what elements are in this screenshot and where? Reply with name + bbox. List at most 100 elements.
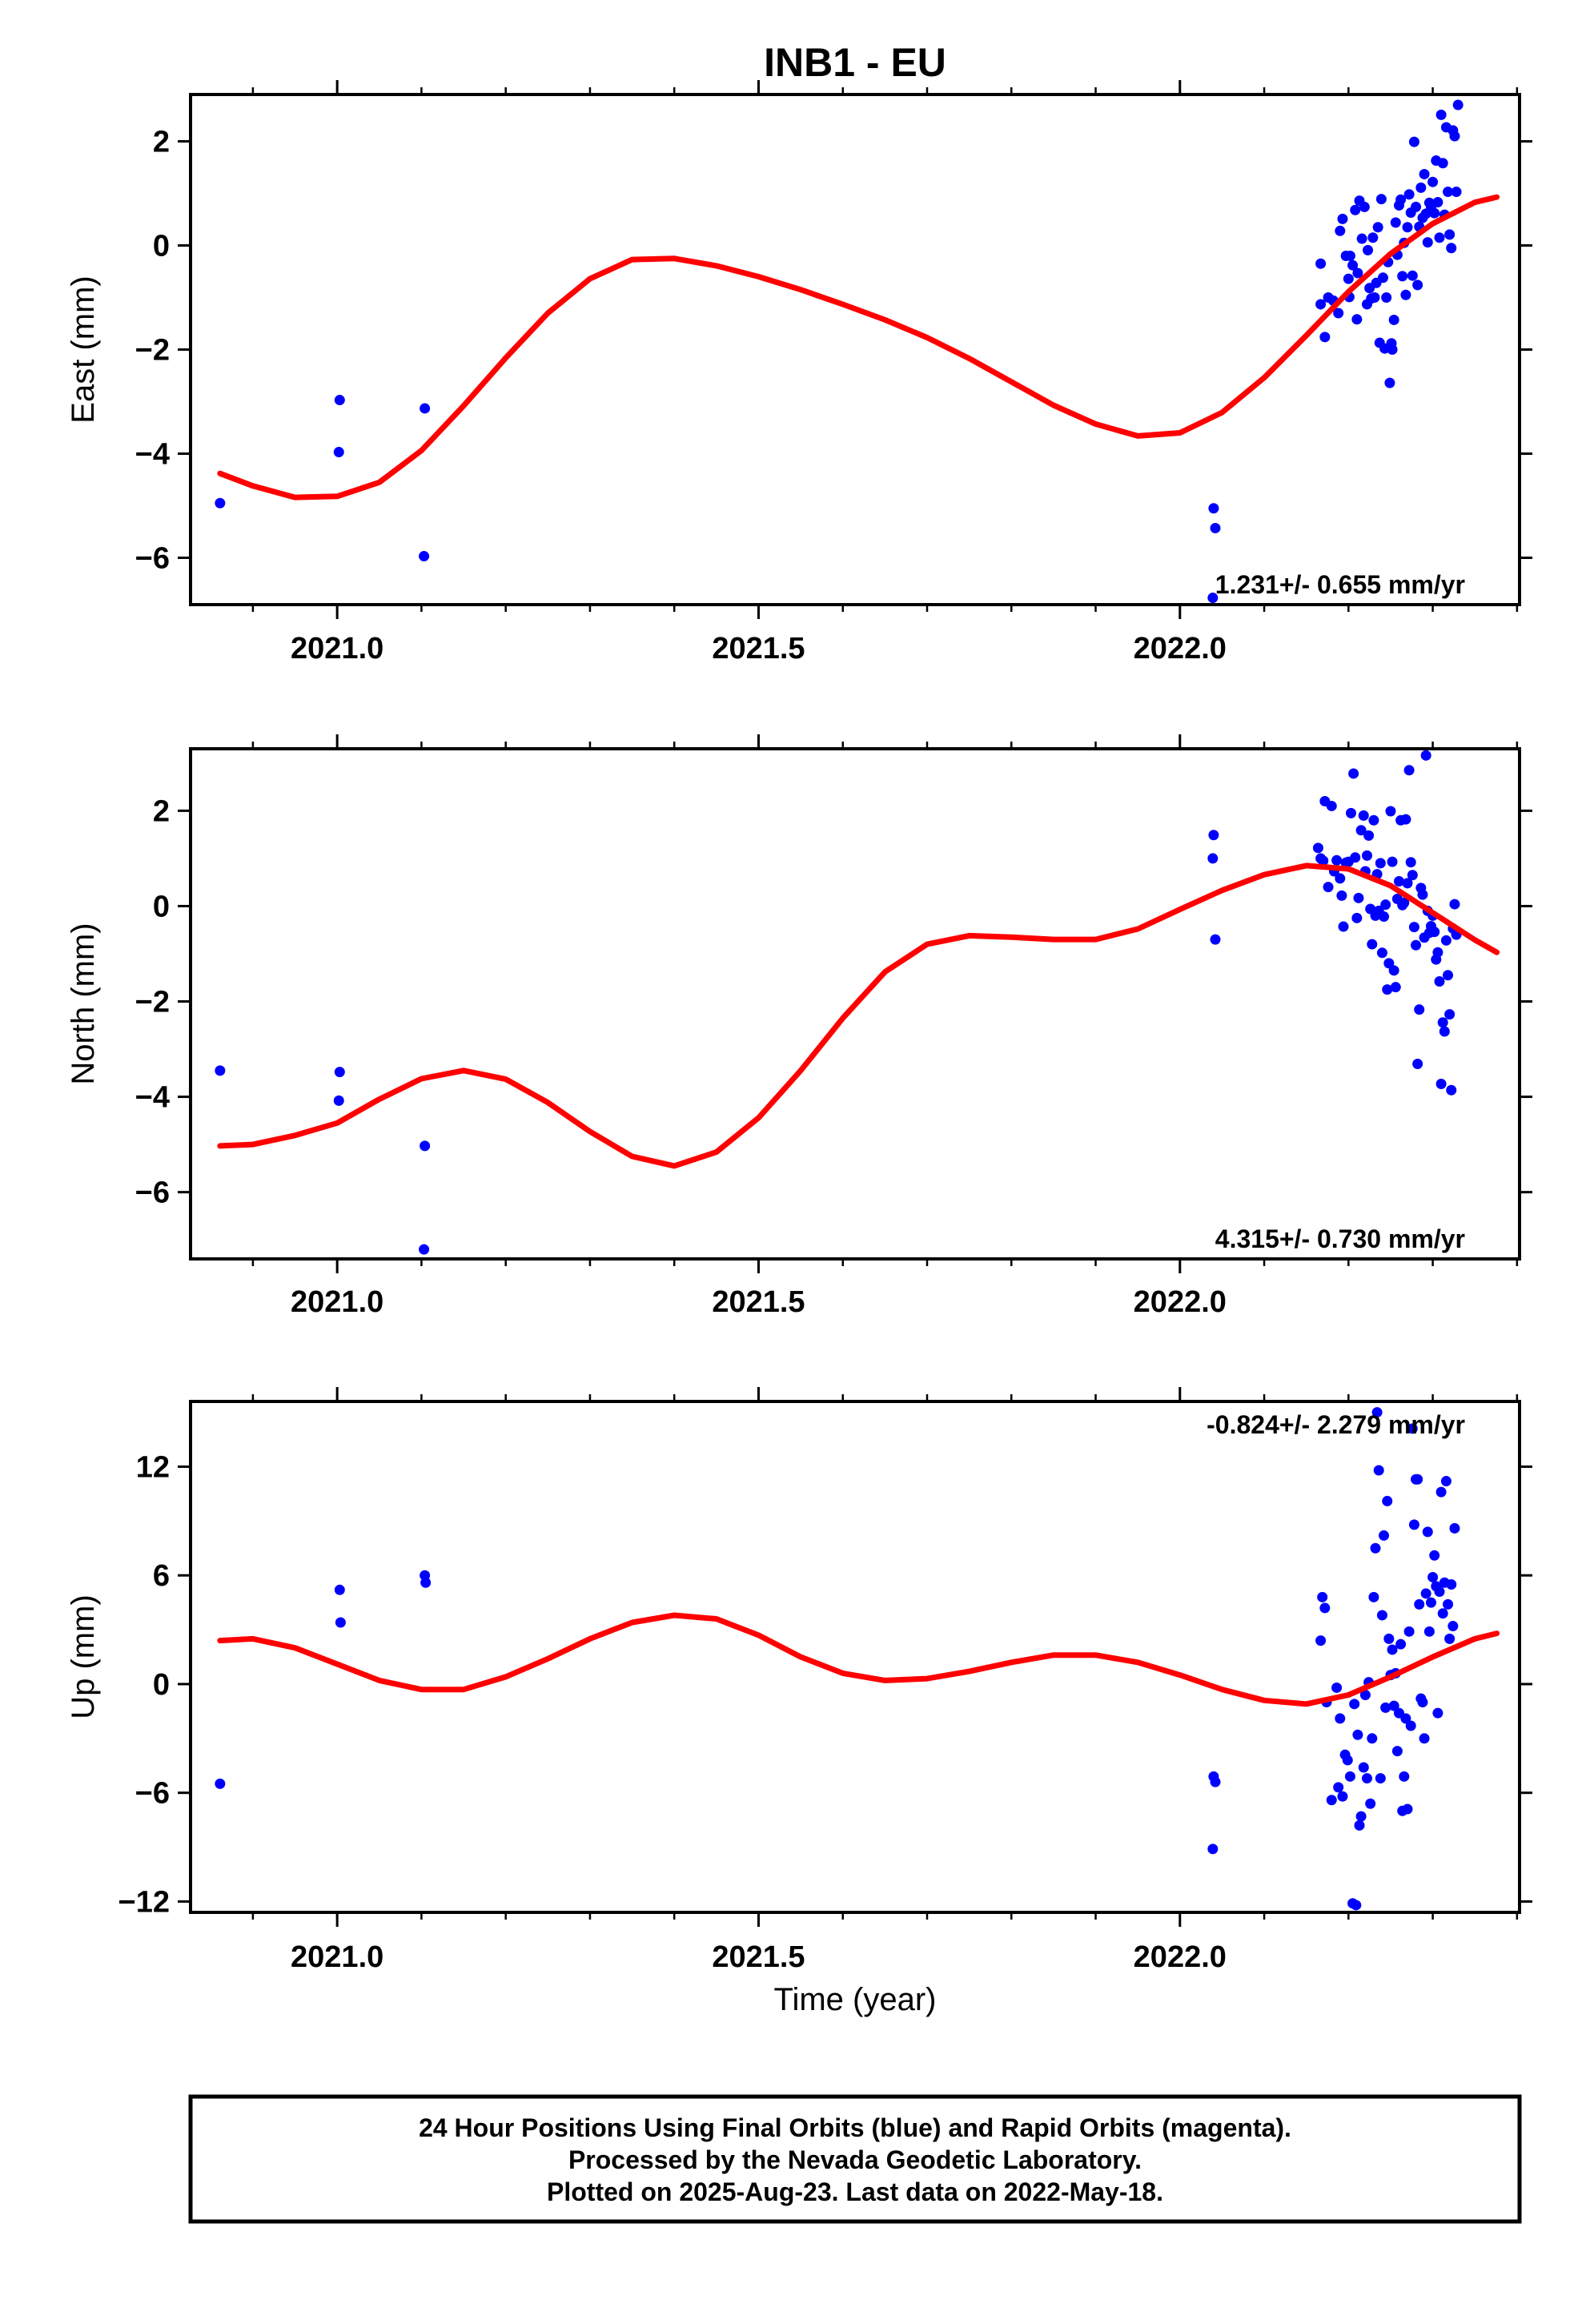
data-point	[1375, 858, 1386, 869]
data-point	[1403, 189, 1415, 200]
data-point	[1315, 258, 1327, 269]
data-point	[1437, 1608, 1448, 1619]
data-point	[1408, 136, 1419, 147]
data-point	[1388, 1700, 1399, 1711]
x-tick-label: 2022.0	[1134, 1285, 1227, 1319]
data-point	[1435, 1486, 1447, 1498]
data-point	[1446, 243, 1457, 254]
data-point	[1207, 1844, 1219, 1855]
data-point	[334, 1584, 345, 1595]
data-point	[1408, 922, 1419, 933]
data-point	[1338, 921, 1349, 932]
y-tick-label: −2	[135, 986, 170, 1019]
data-point	[1376, 1610, 1387, 1621]
data-point	[1370, 1542, 1381, 1554]
data-point	[1437, 1017, 1448, 1028]
footer-box	[188, 2094, 1522, 2224]
x-tick-label: 2021.0	[291, 1940, 383, 1974]
model-curve	[217, 1612, 1500, 1707]
data-point	[1449, 1522, 1460, 1534]
data-point	[1420, 1588, 1431, 1599]
data-point	[1403, 1626, 1415, 1637]
data-point	[1326, 1795, 1337, 1806]
data-point	[1395, 1638, 1407, 1650]
data-point	[1399, 897, 1410, 908]
data-point	[1435, 109, 1447, 120]
data-point	[1315, 299, 1327, 310]
plot-frame	[189, 1400, 1521, 1914]
data-point	[1387, 856, 1398, 867]
data-point	[1348, 768, 1359, 779]
data-point	[419, 551, 430, 562]
data-point	[1407, 270, 1418, 281]
data-point	[1342, 1755, 1353, 1766]
data-point	[1343, 273, 1354, 284]
data-point	[215, 497, 226, 509]
data-point	[1451, 187, 1462, 198]
data-point	[333, 447, 344, 458]
footer-line-1: 24 Hour Positions Using Final Orbits (bl…	[419, 2113, 1291, 2142]
data-point	[1420, 750, 1431, 761]
y-tick-label: 12	[136, 1450, 170, 1484]
data-point	[1447, 1621, 1459, 1632]
data-point	[1425, 1597, 1436, 1608]
data-point	[1444, 1633, 1456, 1644]
data-point	[1210, 522, 1221, 533]
data-point	[1335, 225, 1346, 236]
data-point	[1344, 1771, 1355, 1782]
y-tick-label: −6	[135, 1777, 170, 1811]
data-point	[1443, 187, 1454, 198]
data-point	[420, 1577, 432, 1588]
data-point	[1379, 911, 1390, 923]
data-point	[1385, 806, 1396, 817]
y-axis-label: Up (mm)	[66, 1594, 101, 1719]
data-point	[1353, 892, 1364, 903]
data-point	[1382, 1495, 1393, 1506]
data-point	[1390, 982, 1401, 993]
data-point	[1312, 842, 1323, 854]
data-point	[1393, 876, 1404, 887]
data-point	[1335, 873, 1346, 884]
data-point	[215, 1065, 226, 1076]
north-panel: 2021.0 2021.5 2022.0 2 0 −2 −4 −6 North (mm) 4.31…	[66, 734, 1532, 1319]
data-point	[1210, 1776, 1221, 1787]
data-point	[1403, 765, 1415, 776]
data-point	[1432, 947, 1443, 958]
data-point	[1208, 503, 1219, 514]
data-point	[1452, 99, 1464, 111]
rate-label: 1.231+/- 0.655 mm/yr	[1215, 570, 1465, 599]
data-point	[1446, 1579, 1457, 1590]
x-tick-label: 2021.5	[712, 1285, 805, 1319]
data-point	[215, 1778, 226, 1789]
data-point	[1356, 233, 1367, 244]
data-point	[1439, 1026, 1450, 1037]
data-point	[1412, 1059, 1423, 1070]
plot-frame	[189, 93, 1521, 606]
data-point	[1443, 970, 1454, 981]
data-point	[1432, 1707, 1443, 1719]
data-point	[1344, 251, 1355, 261]
data-point	[1352, 267, 1363, 279]
data-point	[1208, 830, 1219, 841]
data-point	[1377, 272, 1388, 283]
data-point	[1351, 1900, 1362, 1911]
data-point	[1427, 176, 1439, 187]
footer-line-2: Processed by the Nevada Geodetic Laborat…	[568, 2145, 1142, 2174]
data-point	[1419, 168, 1430, 179]
data-point	[1412, 279, 1423, 291]
data-point	[1318, 855, 1329, 866]
data-point	[1400, 814, 1411, 825]
data-point	[1407, 1423, 1418, 1434]
data-point	[1375, 194, 1387, 205]
data-point	[1319, 332, 1331, 343]
data-point	[1446, 1084, 1457, 1096]
data-point	[1402, 222, 1413, 233]
data-point	[1369, 292, 1380, 303]
data-point	[1315, 1635, 1327, 1647]
data-point	[1434, 232, 1445, 243]
data-point	[1361, 850, 1372, 861]
data-point	[1429, 927, 1440, 938]
data-point	[1423, 1626, 1435, 1637]
data-point	[1347, 259, 1359, 271]
data-point	[1376, 947, 1387, 959]
